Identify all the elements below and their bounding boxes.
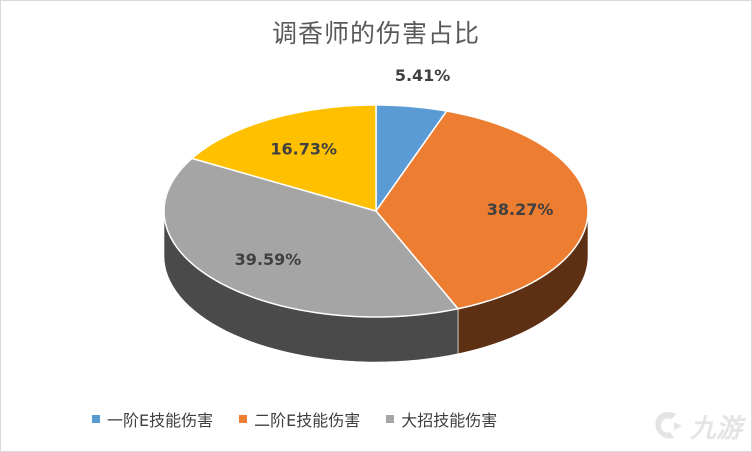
legend-swatch <box>386 415 395 423</box>
legend-item-stage1-e: 一阶E技能伤害 <box>92 407 213 431</box>
pie-slice <box>190 104 377 212</box>
pie-slice <box>375 110 589 310</box>
legend-item-stage2-e: 二阶E技能伤害 <box>239 407 360 431</box>
watermark-text: 九游 <box>689 413 742 444</box>
pie-slice <box>163 157 460 318</box>
legend-swatch <box>92 415 100 423</box>
pie-data-label: 5.41% <box>395 66 451 85</box>
pie-top-group <box>163 104 589 318</box>
watermark: 九游 <box>648 406 742 446</box>
chart-legend: 一阶E技能伤害 二阶E技能伤害 大招技能伤害 <box>92 407 523 431</box>
legend-label: 一阶E技能伤害 <box>107 411 214 430</box>
pie-data-label: 39.59% <box>235 250 302 269</box>
legend-label: 二阶E技能伤害 <box>254 411 361 430</box>
pie-data-label: 16.73% <box>270 140 337 159</box>
pie-data-label: 38.27% <box>487 200 554 219</box>
legend-swatch <box>239 415 248 423</box>
pie-slice <box>375 104 448 214</box>
chart-title: 调香师的伤害占比 <box>271 19 480 48</box>
pie-label-group: 5.41% 38.27% 39.59% 16.73% <box>235 66 554 269</box>
jiuyou-logo-icon <box>655 412 682 439</box>
legend-item-ultimate: 大招技能伤害 <box>386 407 497 431</box>
legend-label: 大招技能伤害 <box>401 411 498 430</box>
